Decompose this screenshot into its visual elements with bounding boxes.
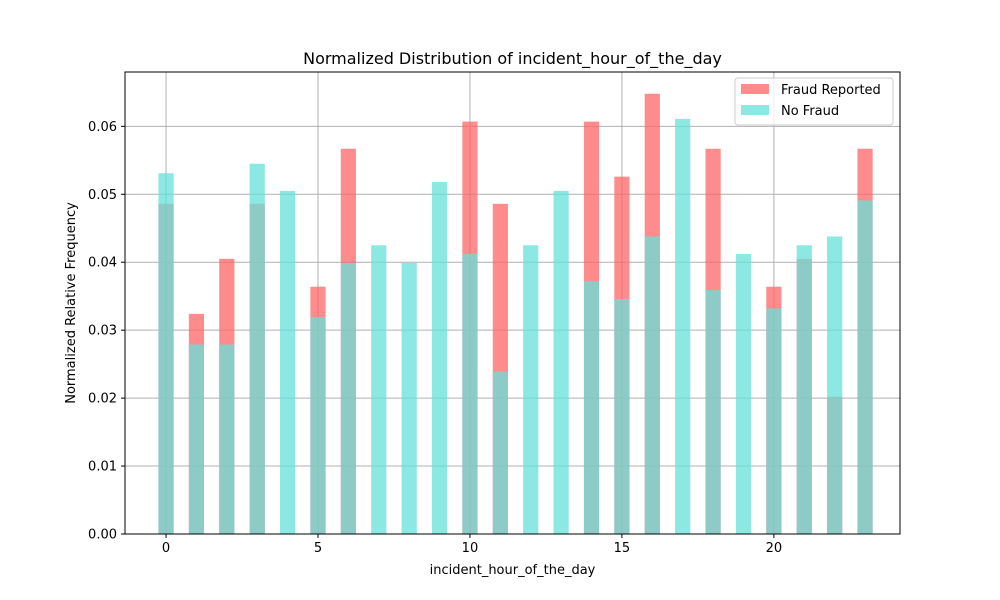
- legend-swatch-fraud-reported: [741, 84, 769, 94]
- y-axis-title: Normalized Relative Frequency: [64, 202, 79, 404]
- no-fraud-bar: [675, 118, 691, 535]
- no-fraud-bars: [158, 118, 873, 535]
- x-tick-label: 10: [462, 541, 479, 556]
- x-tick-label: 5: [314, 541, 322, 556]
- no-fraud-bar: [705, 290, 721, 534]
- no-fraud-bar: [219, 344, 235, 534]
- y-tick-label: 0.01: [88, 460, 117, 475]
- y-tick-label: 0.05: [88, 188, 117, 203]
- no-fraud-bar: [188, 344, 205, 534]
- y-tick-label: 0.00: [88, 528, 117, 543]
- x-tick-label: 15: [614, 541, 631, 556]
- no-fraud-bar: [857, 200, 873, 535]
- y-axis-ticks: 0.00 0.01 0.02 0.03 0.04 0.05 0.06: [88, 120, 125, 543]
- no-fraud-bar: [340, 262, 356, 534]
- legend: Fraud Reported No Fraud: [734, 77, 894, 126]
- y-tick-label: 0.06: [88, 120, 117, 135]
- legend-label-fraud-reported: Fraud Reported: [781, 83, 881, 98]
- x-axis-ticks: 0 5 10 15 20: [162, 534, 782, 556]
- plot-frame: [124, 71, 901, 535]
- no-fraud-bar: [796, 245, 812, 534]
- no-fraud-bar: [523, 245, 539, 534]
- no-fraud-bar: [614, 298, 630, 534]
- x-tick-label: 20: [766, 541, 783, 556]
- grid-lines: [125, 72, 900, 535]
- fraud-reported-bars: [158, 93, 873, 535]
- no-fraud-bar: [310, 317, 326, 534]
- legend-label-no-fraud: No Fraud: [781, 104, 839, 119]
- no-fraud-bar: [766, 308, 782, 534]
- no-fraud-bar: [249, 163, 265, 534]
- chart-title: Normalized Distribution of incident_hour…: [303, 49, 722, 69]
- no-fraud-bar: [280, 190, 296, 534]
- legend-box: [734, 77, 894, 126]
- no-fraud-bar: [462, 254, 478, 535]
- no-fraud-bar: [158, 173, 174, 534]
- no-fraud-bar: [583, 281, 600, 534]
- no-fraud-bar: [431, 182, 448, 535]
- no-fraud-bar: [492, 371, 508, 534]
- no-fraud-bar: [401, 262, 417, 534]
- x-axis-title: incident_hour_of_the_day: [430, 563, 596, 578]
- no-fraud-bar: [553, 190, 569, 534]
- no-fraud-bar: [735, 254, 752, 535]
- x-tick-label: 0: [162, 541, 170, 556]
- no-fraud-bar: [371, 245, 387, 534]
- y-tick-label: 0.02: [88, 392, 117, 407]
- y-tick-label: 0.03: [88, 324, 117, 339]
- no-fraud-bar: [644, 236, 660, 534]
- y-tick-label: 0.04: [88, 256, 117, 271]
- legend-swatch-no-fraud: [741, 105, 769, 115]
- no-fraud-bar: [827, 236, 843, 534]
